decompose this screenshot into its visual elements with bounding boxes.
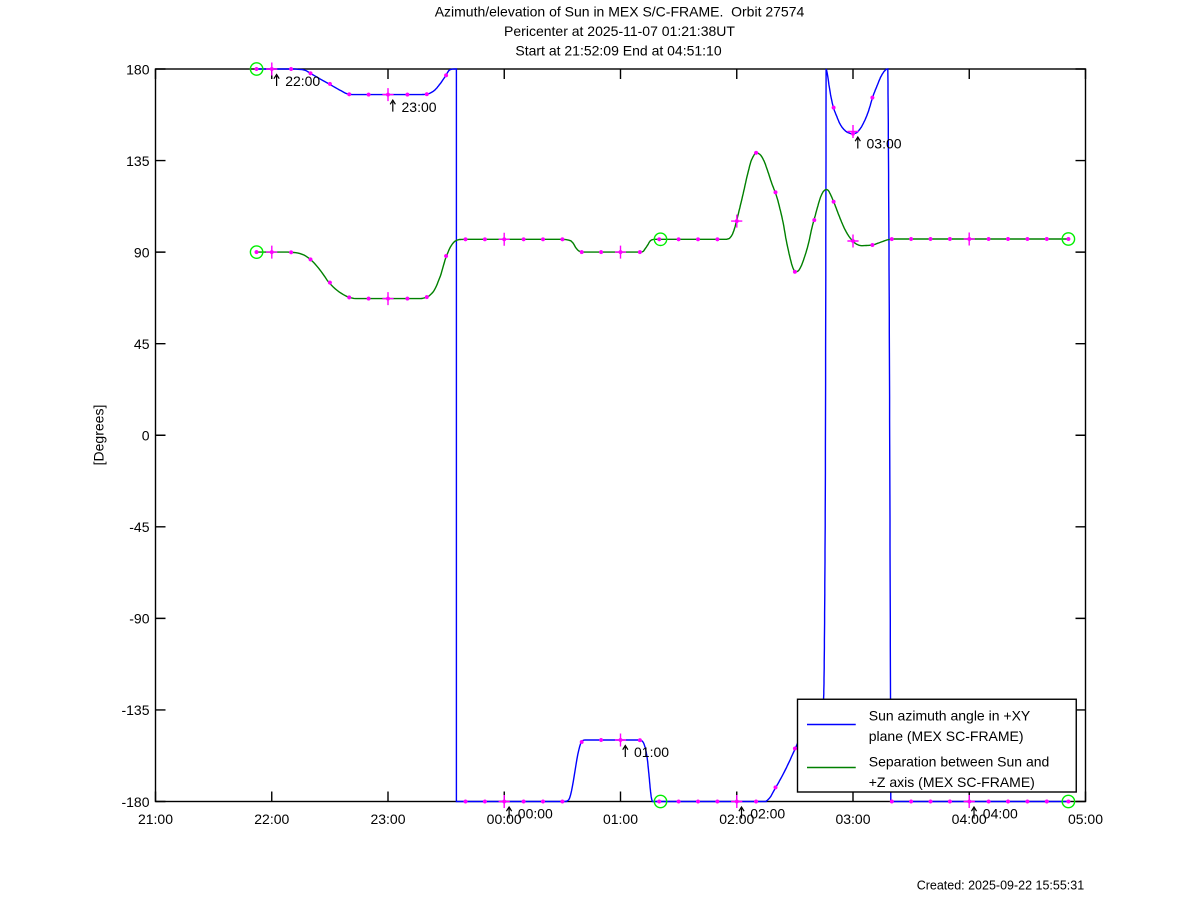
svg-text:00:00: 00:00 <box>487 811 522 827</box>
svg-text:-180: -180 <box>121 794 149 810</box>
svg-text:23:00: 23:00 <box>370 811 405 827</box>
svg-text:Azimuth/elevation of Sun in ME: Azimuth/elevation of Sun in MEX S/C-FRAM… <box>435 4 805 20</box>
svg-text:-45: -45 <box>129 519 149 535</box>
svg-text:21:00: 21:00 <box>138 811 173 827</box>
svg-text:01:00: 01:00 <box>603 811 638 827</box>
svg-text:Start at 21:52:09 End at 04:51: Start at 21:52:09 End at 04:51:10 <box>515 43 721 59</box>
svg-text:00:00: 00:00 <box>518 806 553 822</box>
svg-text:135: 135 <box>126 153 150 169</box>
svg-text:180: 180 <box>126 61 150 77</box>
svg-text:[Degrees]: [Degrees] <box>91 405 107 466</box>
svg-text:Created: 2025-09-22 15:55:31: Created: 2025-09-22 15:55:31 <box>917 879 1085 893</box>
svg-text:05:00: 05:00 <box>1068 811 1103 827</box>
svg-text:45: 45 <box>134 336 150 352</box>
svg-text:0: 0 <box>142 428 150 444</box>
svg-text:Separation between Sun and: Separation between Sun and <box>869 754 1050 770</box>
svg-text:90: 90 <box>134 244 150 260</box>
svg-text:23:00: 23:00 <box>402 99 437 115</box>
svg-text:+Z axis (MEX SC-FRAME): +Z axis (MEX SC-FRAME) <box>869 774 1035 790</box>
svg-text:22:00: 22:00 <box>254 811 289 827</box>
svg-text:02:00: 02:00 <box>719 811 754 827</box>
svg-text:-135: -135 <box>121 702 149 718</box>
svg-text:Sun azimuth angle in +XY: Sun azimuth angle in +XY <box>869 708 1031 724</box>
svg-text:03:00: 03:00 <box>835 811 870 827</box>
svg-text:Pericenter at 2025-11-07 01:21: Pericenter at 2025-11-07 01:21:38UT <box>504 23 735 39</box>
svg-text:22:00: 22:00 <box>285 73 320 89</box>
svg-text:01:00: 01:00 <box>634 744 669 760</box>
svg-text:04:00: 04:00 <box>952 811 987 827</box>
svg-text:04:00: 04:00 <box>983 806 1018 822</box>
svg-text:-90: -90 <box>129 611 149 627</box>
svg-text:02:00: 02:00 <box>750 806 785 822</box>
svg-text:03:00: 03:00 <box>867 136 902 152</box>
svg-text:plane (MEX SC-FRAME): plane (MEX SC-FRAME) <box>869 728 1024 744</box>
